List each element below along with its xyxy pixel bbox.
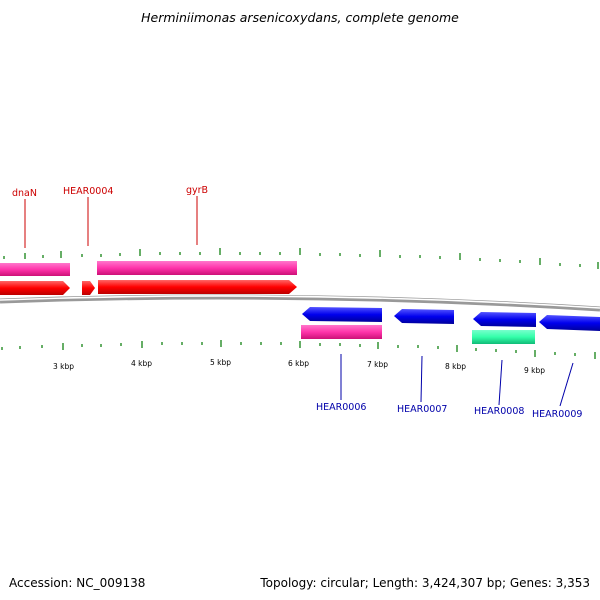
gene-label-HEAR0004[interactable]: HEAR0004: [63, 186, 113, 197]
scale-labels: 3 kbp 4 kbp 5 kbp 6 kbp 7 kbp 8 kbp 9 kb…: [53, 358, 545, 375]
gene-label-HEAR0006[interactable]: HEAR0006: [316, 402, 366, 413]
gene-bar-HEAR0008[interactable]: [472, 330, 535, 344]
gene-label-HEAR0007[interactable]: HEAR0007: [397, 404, 447, 415]
label-leader-line: [559, 362, 574, 407]
gene-label-HEAR0009[interactable]: HEAR0009: [532, 409, 582, 420]
genome-title: Herminiimonas arsenicoxydans, complete g…: [141, 10, 459, 25]
upper-tick-row: [3, 248, 599, 269]
lower-tick-row: [1, 340, 596, 359]
cds-arrow-HEAR0008[interactable]: [473, 312, 536, 327]
accession-text: Accession: NC_009138: [9, 576, 146, 590]
cds-arrow-gyrB[interactable]: [98, 280, 297, 294]
scale-tick-label: 9 kbp: [524, 366, 545, 375]
cds-arrow-HEAR0007[interactable]: [394, 309, 454, 324]
genome-backbone-highlight: [0, 295, 600, 309]
genome-backbone: [0, 294, 600, 312]
scale-tick-label: 8 kbp: [445, 362, 466, 371]
scale-tick-label: 6 kbp: [288, 359, 309, 368]
genome-summary-text: Topology: circular; Length: 3,424,307 bp…: [260, 576, 590, 590]
gene-bar-HEAR0006[interactable]: [301, 325, 382, 339]
gene-label-gyrB[interactable]: gyrB: [186, 185, 208, 196]
reverse-gene-labels: HEAR0006 HEAR0007 HEAR0008 HEAR0009: [316, 354, 582, 420]
label-leader-line: [498, 359, 503, 406]
cds-arrow-HEAR0006[interactable]: [302, 307, 382, 322]
gene-bar-gyrB[interactable]: [97, 261, 297, 275]
label-leader-line: [420, 355, 423, 403]
scale-tick-label: 3 kbp: [53, 362, 74, 371]
gene-label-HEAR0008[interactable]: HEAR0008: [474, 406, 524, 417]
scale-tick-label: 5 kbp: [210, 358, 231, 367]
forward-gene-labels: dnaN HEAR0004 gyrB: [12, 185, 208, 248]
scale-tick-label: 7 kbp: [367, 360, 388, 369]
cds-arrow-dnaN[interactable]: [0, 281, 70, 295]
cds-arrow-HEAR0004[interactable]: [82, 281, 95, 295]
gene-label-dnaN[interactable]: dnaN: [12, 188, 37, 199]
scale-tick-label: 4 kbp: [131, 359, 152, 368]
gene-bar-dnaN[interactable]: [0, 263, 70, 276]
cds-arrow-HEAR0009[interactable]: [539, 315, 600, 331]
